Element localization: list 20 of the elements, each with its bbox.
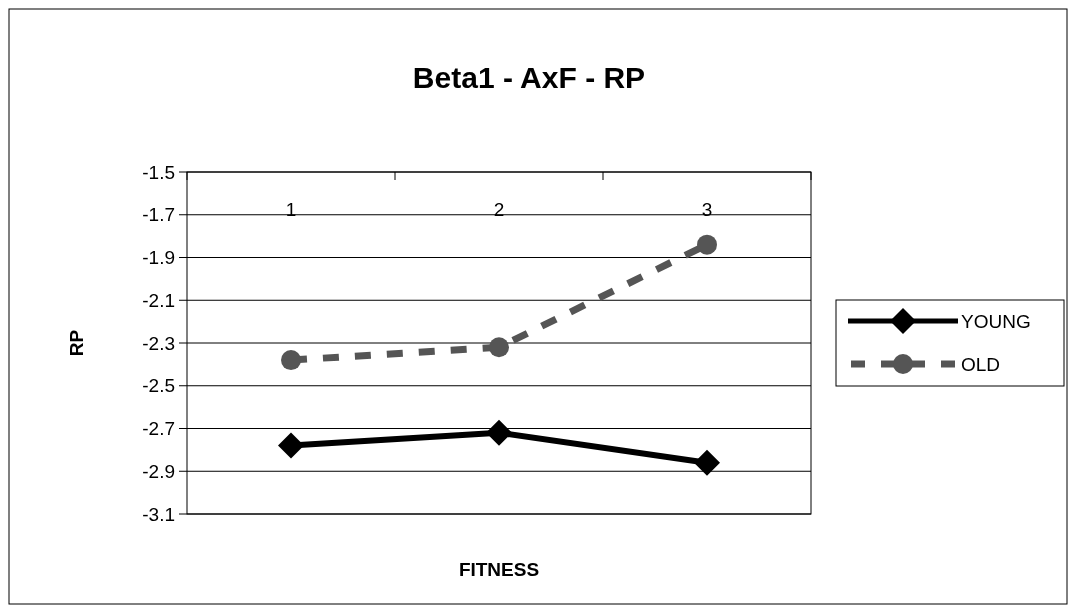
y-tick-label: -3.1 (142, 503, 175, 525)
y-tick-label: -2.5 (142, 375, 175, 397)
y-tick-label: -1.9 (142, 247, 175, 269)
y-tick-label: -2.7 (142, 418, 175, 440)
point (694, 449, 720, 476)
x-axis-title: FITNESS (458, 559, 540, 580)
y-tick-label: -1.7 (142, 204, 175, 226)
chart-title: Beta1 - AxF - RP (412, 61, 646, 94)
legend-label: YOUNG (961, 310, 1031, 332)
point (281, 350, 301, 371)
y-tick-label: -2.3 (142, 332, 175, 354)
point (489, 337, 509, 358)
point (697, 234, 717, 255)
y-tick-label: -1.5 (142, 161, 175, 183)
legend-label: OLD (961, 353, 1001, 375)
point (278, 432, 304, 459)
y-axis-title: RP (66, 329, 87, 357)
point (486, 419, 512, 446)
y-tick-label: -2.9 (142, 460, 175, 482)
y-tick-label: -2.1 (142, 289, 175, 311)
